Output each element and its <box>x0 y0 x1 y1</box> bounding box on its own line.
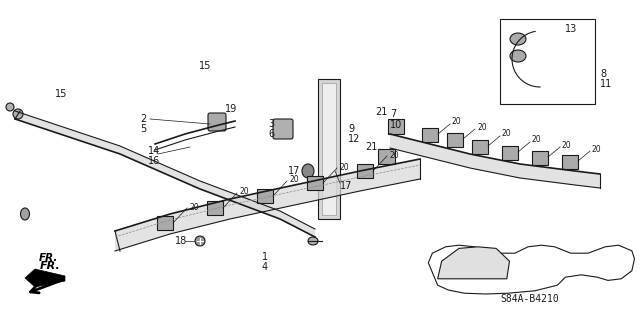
Polygon shape <box>307 176 323 190</box>
Text: 12: 12 <box>348 134 360 144</box>
Text: 11: 11 <box>600 79 612 89</box>
Text: 15: 15 <box>55 89 67 99</box>
Text: 20: 20 <box>189 203 198 211</box>
Polygon shape <box>280 211 315 237</box>
Bar <box>322 83 336 215</box>
Polygon shape <box>290 171 360 206</box>
Text: 2: 2 <box>140 114 147 124</box>
Text: FR.: FR. <box>38 253 58 263</box>
Text: 20: 20 <box>452 117 461 127</box>
Text: 4: 4 <box>262 262 268 272</box>
Polygon shape <box>562 155 578 169</box>
Text: 6: 6 <box>268 129 274 139</box>
Polygon shape <box>15 111 60 134</box>
Text: 20: 20 <box>502 130 511 138</box>
Bar <box>318 79 340 219</box>
Text: 20: 20 <box>239 188 248 197</box>
Polygon shape <box>447 133 463 147</box>
Text: 16: 16 <box>148 156 160 166</box>
Text: 20: 20 <box>339 162 349 172</box>
Text: 17: 17 <box>288 166 300 176</box>
Text: 1: 1 <box>262 252 268 262</box>
Text: 21: 21 <box>365 142 378 152</box>
Polygon shape <box>575 171 600 188</box>
Ellipse shape <box>20 208 29 220</box>
Text: S84A-B4210: S84A-B4210 <box>500 294 559 304</box>
Polygon shape <box>360 159 420 191</box>
Polygon shape <box>470 154 520 178</box>
Ellipse shape <box>13 109 23 119</box>
Polygon shape <box>200 181 280 219</box>
Text: 20: 20 <box>562 140 572 150</box>
Text: 20: 20 <box>289 175 299 184</box>
Polygon shape <box>60 126 120 154</box>
Ellipse shape <box>302 164 314 178</box>
Polygon shape <box>207 201 223 215</box>
FancyBboxPatch shape <box>273 119 293 139</box>
Text: 5: 5 <box>140 124 147 134</box>
Ellipse shape <box>308 237 318 245</box>
Text: 20: 20 <box>477 122 486 131</box>
Polygon shape <box>257 189 273 203</box>
Polygon shape <box>230 186 290 219</box>
Text: 18: 18 <box>175 236 188 246</box>
Polygon shape <box>532 151 548 165</box>
Polygon shape <box>430 144 470 168</box>
Text: 17: 17 <box>340 181 353 191</box>
Text: 20: 20 <box>389 151 399 160</box>
Polygon shape <box>472 140 488 154</box>
Text: 7: 7 <box>390 109 396 119</box>
Polygon shape <box>357 164 373 178</box>
Text: 19: 19 <box>225 104 237 114</box>
Polygon shape <box>120 146 200 189</box>
Circle shape <box>195 236 205 246</box>
Ellipse shape <box>510 50 526 62</box>
Polygon shape <box>378 149 395 164</box>
Text: 9: 9 <box>348 124 354 134</box>
Text: 20: 20 <box>592 145 602 153</box>
Polygon shape <box>157 216 173 230</box>
Text: 20: 20 <box>532 136 541 145</box>
Polygon shape <box>390 134 430 158</box>
Polygon shape <box>388 119 404 134</box>
Polygon shape <box>520 164 575 185</box>
Polygon shape <box>438 247 509 279</box>
Text: 21: 21 <box>375 107 387 117</box>
Text: 10: 10 <box>390 120 403 130</box>
FancyBboxPatch shape <box>208 113 226 131</box>
Polygon shape <box>422 128 438 142</box>
Polygon shape <box>502 146 518 160</box>
Text: FR.: FR. <box>40 261 60 271</box>
Polygon shape <box>25 269 65 287</box>
Polygon shape <box>428 245 634 294</box>
Text: 13: 13 <box>565 24 577 34</box>
Text: 14: 14 <box>148 146 160 156</box>
Polygon shape <box>500 19 595 104</box>
Polygon shape <box>115 214 170 251</box>
Ellipse shape <box>6 103 14 111</box>
Polygon shape <box>170 199 230 234</box>
Text: 15: 15 <box>199 61 211 71</box>
Ellipse shape <box>510 33 526 45</box>
Text: 3: 3 <box>268 119 274 129</box>
Text: 8: 8 <box>600 69 606 79</box>
